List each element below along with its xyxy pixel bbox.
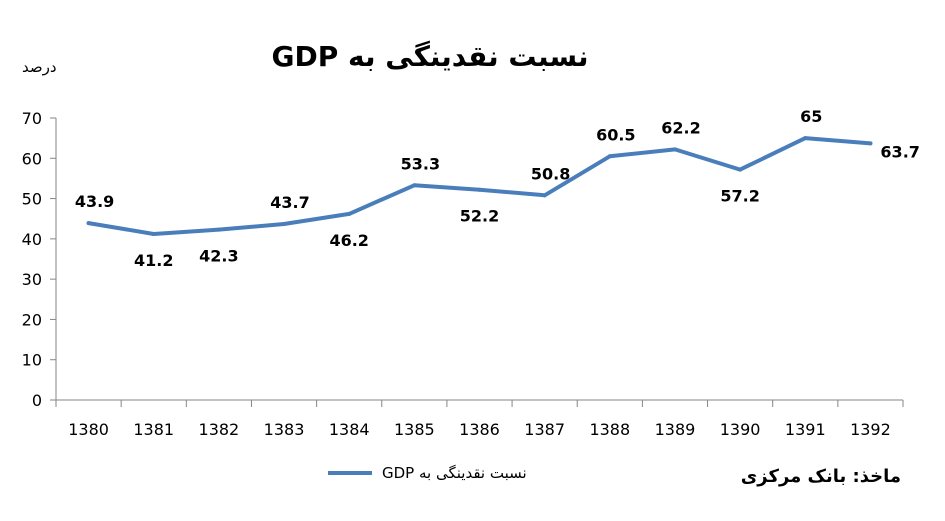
series-layer	[86, 136, 873, 237]
data-point	[542, 193, 547, 198]
y-tick-label: 40	[22, 230, 42, 249]
data-label: 43.9	[75, 192, 114, 211]
data-point	[672, 147, 677, 152]
legend: نسبت نقدینگی به GDP	[328, 464, 527, 482]
x-tick-label: 1381	[133, 420, 174, 439]
source-label: ماخذ: بانک مرکزی	[740, 466, 901, 487]
y-tick-label: 50	[22, 190, 42, 209]
data-point	[151, 232, 156, 237]
x-tick-label: 1384	[329, 420, 370, 439]
data-label: 57.2	[720, 187, 759, 206]
data-label: 50.8	[531, 164, 570, 183]
data-label: 60.5	[596, 125, 635, 144]
legend-label: نسبت نقدینگی به GDP	[382, 464, 527, 482]
data-point	[347, 211, 352, 216]
x-tick-label: 1383	[264, 420, 305, 439]
data-label: 63.7	[880, 142, 919, 161]
data-point	[868, 141, 873, 146]
x-tick-label: 1385	[394, 420, 435, 439]
x-tick-label: 1386	[459, 420, 500, 439]
data-point	[86, 221, 91, 226]
data-label: 65	[800, 107, 822, 126]
y-tick-label: 70	[22, 109, 42, 128]
data-label: 52.2	[460, 207, 499, 226]
y-tick-label: 60	[22, 149, 42, 168]
data-label: 42.3	[199, 247, 238, 266]
y-tick-label: 20	[22, 310, 42, 329]
data-label: 62.2	[661, 118, 700, 137]
y-tick-label: 30	[22, 270, 42, 289]
y-tick-label: 10	[22, 351, 42, 370]
x-tick-label: 1382	[199, 420, 240, 439]
x-tick-label: 1380	[68, 420, 109, 439]
x-tick-label: 1387	[524, 420, 565, 439]
data-point	[282, 221, 287, 226]
data-point	[412, 183, 417, 188]
axes: 0 10 20 30 40 50 60 70 1380 1381 1382 1383 1384 1385 1…	[22, 109, 904, 439]
data-point	[738, 167, 743, 172]
x-tick-label: 1391	[785, 420, 826, 439]
data-label: 43.7	[270, 193, 309, 212]
data-label: 53.3	[401, 154, 440, 173]
data-point	[607, 154, 612, 159]
y-tick-label: 0	[32, 391, 42, 410]
legend-swatch	[328, 471, 372, 475]
x-tick-label: 1389	[655, 420, 696, 439]
data-point	[216, 227, 221, 232]
data-labels: 43.9 41.2 42.3 43.7 46.2 53.3 52.2 50.8 60.5 62.2…	[75, 107, 920, 270]
data-label: 46.2	[329, 231, 368, 250]
x-tick-label: 1392	[850, 420, 891, 439]
x-tick-label: 1390	[720, 420, 761, 439]
data-label: 41.2	[134, 251, 173, 270]
x-tick-label: 1388	[589, 420, 630, 439]
chart-title: نسبت نقدینگی به GDP	[271, 40, 589, 73]
data-point	[477, 187, 482, 192]
y-axis-unit-label: درصد	[22, 58, 57, 76]
data-point	[803, 136, 808, 141]
